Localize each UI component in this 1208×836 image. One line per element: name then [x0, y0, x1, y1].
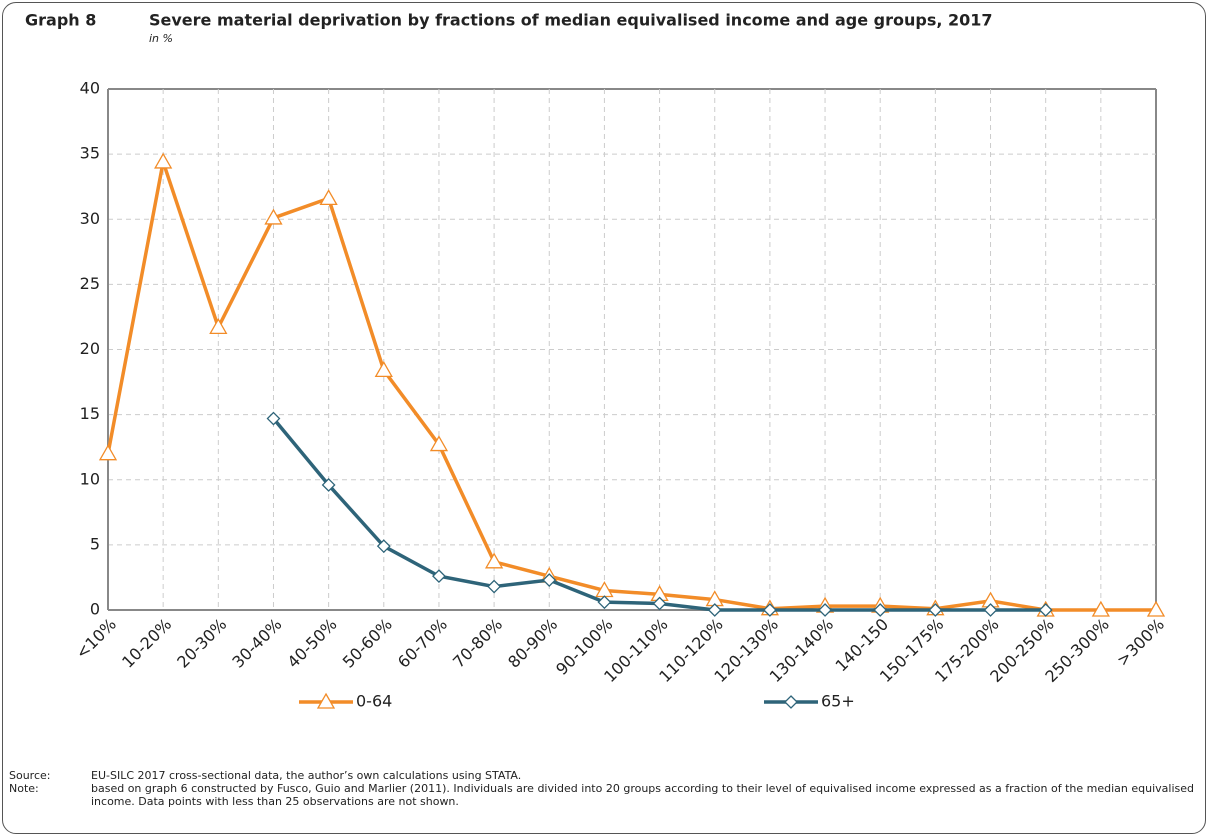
- marker-diamond: [1038, 603, 1053, 617]
- marker-diamond: [707, 603, 722, 617]
- y-tick-label: 15: [80, 404, 100, 423]
- marker-triangle: [319, 189, 338, 206]
- marker-diamond: [542, 573, 557, 587]
- marker-triangle: [154, 152, 173, 169]
- marker-diamond: [597, 595, 612, 610]
- marker-diamond: [321, 478, 336, 492]
- chart-title: Severe material deprivation by fractions…: [149, 11, 993, 30]
- x-tick-label: 10-20%: [118, 615, 175, 672]
- marker-diamond: [266, 411, 281, 426]
- marker-diamond: [652, 596, 667, 611]
- x-tick-label: >300%: [1113, 615, 1168, 670]
- marker-diamond: [762, 603, 777, 617]
- marker-triangle: [484, 552, 504, 569]
- marker-triangle: [264, 208, 283, 225]
- marker-triangle: [98, 444, 118, 461]
- marker-diamond: [873, 603, 888, 617]
- marker-diamond: [376, 539, 391, 554]
- source-label: Source:: [9, 769, 51, 782]
- x-tick-label: 50-60%: [339, 615, 396, 672]
- y-tick-label: 10: [80, 469, 100, 488]
- y-tick-label: 40: [80, 79, 100, 98]
- legend-marker: [316, 692, 336, 709]
- note: based on graph 6 constructed by Fusco, G…: [91, 782, 1195, 808]
- marker-triangle: [374, 361, 393, 377]
- legend-label: 0-64: [356, 692, 392, 711]
- marker-triangle: [1146, 600, 1166, 617]
- x-tick-label: 20-30%: [173, 615, 230, 672]
- x-tick-label: <10%: [72, 615, 120, 663]
- y-tick-label: 35: [80, 144, 100, 163]
- x-tick-label: 80-90%: [504, 615, 561, 672]
- marker-triangle: [209, 318, 228, 335]
- x-tick-label: 70-80%: [449, 615, 506, 672]
- chart: Graph 8 Severe material deprivation by f…: [25, 11, 1168, 711]
- x-tick-label: 40-50%: [284, 615, 341, 672]
- x-tick-label: 60-70%: [394, 615, 451, 672]
- marker-diamond: [487, 579, 502, 594]
- x-tick-label: 30-40%: [228, 615, 285, 672]
- marker-diamond: [928, 603, 943, 617]
- legend-marker: [784, 695, 798, 709]
- y-tick-label: 25: [80, 274, 100, 293]
- marker-diamond: [432, 569, 446, 584]
- marker-triangle: [1091, 600, 1110, 617]
- source: EU-SILC 2017 cross-sectional data, the a…: [91, 769, 522, 782]
- marker-diamond: [983, 603, 998, 617]
- marker-triangle: [429, 435, 449, 452]
- y-tick-label: 5: [90, 534, 100, 553]
- chart-subtitle: in %: [149, 32, 173, 45]
- y-tick-label: 0: [90, 600, 100, 619]
- y-tick-label: 30: [80, 209, 100, 228]
- note-label: Note:: [9, 782, 39, 795]
- marker-diamond: [818, 603, 832, 617]
- notes: Source: EU-SILC 2017 cross-sectional data…: [9, 769, 1205, 808]
- graph-label: Graph 8: [25, 11, 96, 30]
- y-tick-label: 20: [80, 339, 100, 358]
- legend-label: 65+: [821, 692, 855, 711]
- series-line: [106, 155, 1156, 612]
